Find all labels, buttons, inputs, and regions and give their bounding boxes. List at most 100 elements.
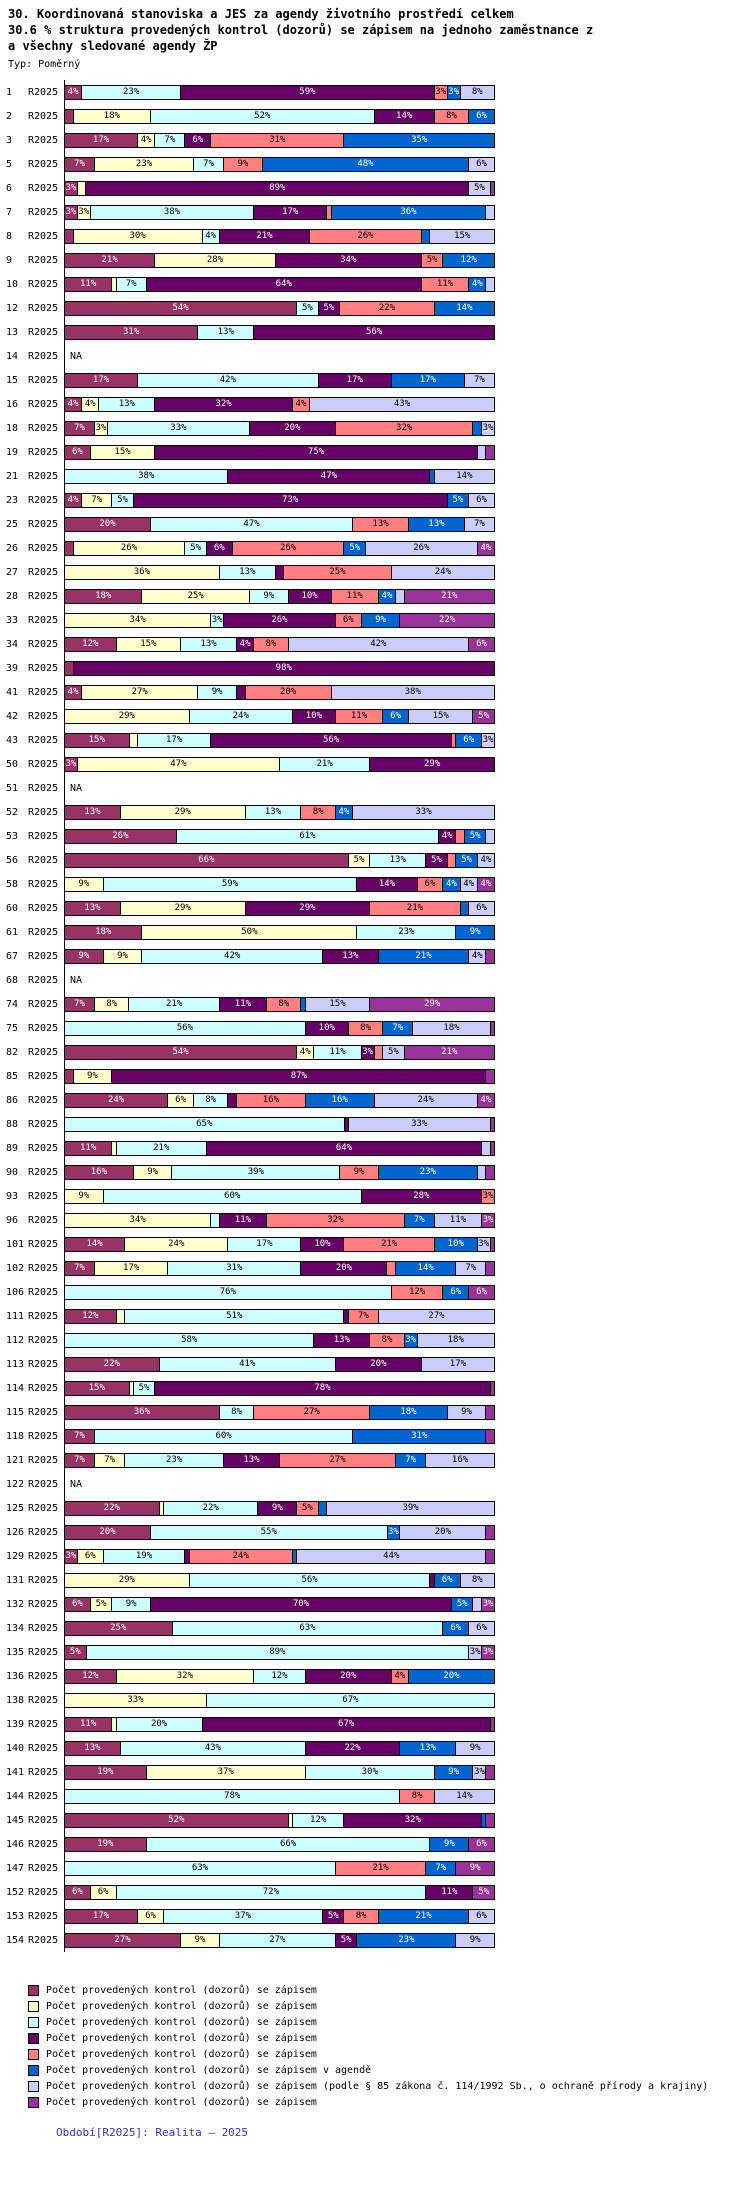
bar-segment: 32% — [335, 420, 474, 436]
stacked-bar: 29% 56% 6% 8% — [65, 1572, 495, 1588]
bar-segment: 3% — [482, 1212, 495, 1228]
stacked-bar: 20% 47% 13% 13% 7% — [65, 516, 495, 532]
bar-segment: 24% — [189, 1548, 293, 1564]
row-period-label: R2025 — [28, 1718, 59, 1730]
stacked-bar: 3% 6% 19% 24% 44% — [65, 1548, 495, 1564]
row-period-label: R2025 — [28, 1742, 59, 1754]
bar-segment: 38% — [331, 684, 495, 700]
bar-segment: 6% — [469, 156, 495, 172]
legend-swatch — [28, 2032, 39, 2044]
row-number-label: 89 — [6, 1142, 19, 1154]
bar-segment: 3% — [482, 732, 495, 748]
bar-segment: 21% — [344, 1236, 435, 1252]
bar-segment: 29% — [370, 996, 495, 1012]
bar-segment: 63% — [172, 1620, 444, 1636]
bar-segment: 13% — [245, 804, 302, 820]
bar-segment: 6% — [417, 876, 444, 892]
chart-row: 58 R2025 9% 59% 14% 6% 4% 4% 4% — [6, 872, 750, 896]
row-plot: 26% 61% 4% 5% — [64, 824, 495, 848]
row-plot: NA — [64, 344, 495, 368]
stacked-bar: 16% 9% 39% 9% 23% — [65, 1164, 495, 1180]
bar-segment — [292, 1548, 298, 1564]
bar-segment: 14% — [434, 468, 495, 484]
row-plot: 7% 8% 21% 11% 8% 15% 29% — [64, 992, 495, 1016]
row-number-label: 111 — [6, 1310, 25, 1322]
bar-segment: 4% — [138, 132, 156, 148]
bar-segment: 21% — [335, 1860, 427, 1876]
bar-segment: 17% — [95, 1260, 169, 1276]
bar-segment: 55% — [151, 1524, 388, 1540]
chart-row: 134 R2025 25% 63% 6% 6% — [6, 1616, 750, 1640]
bar-segment: 6% — [206, 540, 233, 556]
bar-segment: 19% — [65, 1836, 147, 1852]
bar-segment: 16% — [65, 1164, 134, 1180]
row-period-label: R2025 — [28, 1910, 59, 1922]
bar-segment: 5% — [112, 492, 134, 508]
row-plot: 7% 3% 33% 20% 32% 3% — [64, 416, 495, 440]
stacked-bar: 65% 33% — [65, 1116, 495, 1132]
bar-segment: 21% — [65, 252, 156, 268]
bar-segment: 9% — [456, 924, 495, 940]
legend-item: Počet provedených kontrol (dozorů) se zá… — [28, 1998, 750, 2014]
bar-segment: 9% — [181, 1932, 220, 1948]
bar-segment: 22% — [65, 1500, 160, 1516]
bar-segment: 6% — [469, 1908, 495, 1924]
bar-segment: 27% — [378, 1308, 495, 1324]
stacked-bar: 7% 23% 7% 9% 48% 6% — [65, 156, 495, 172]
bar-segment: 54% — [65, 1044, 298, 1060]
row-period-label: R2025 — [28, 1382, 59, 1394]
chart-row: 67 R2025 9% 9% 42% 13% 21% 4% — [6, 944, 750, 968]
stacked-bar: 54% 4% 11% 3% 5% 21% — [65, 1044, 495, 1060]
bar-segment: 3% — [447, 84, 461, 100]
row-plot: 7% 23% 7% 9% 48% 6% — [64, 152, 495, 176]
chart-row: 3 R2025 17% 4% 7% 6% 31% 35% — [6, 128, 750, 152]
row-plot: 22% 22% 9% 5% 39% — [64, 1496, 495, 1520]
chart-row: 28 R2025 18% 25% 9% 10% 11% 4% 21% — [6, 584, 750, 608]
row-number-label: 141 — [6, 1766, 25, 1778]
bar-segment: 21% — [404, 588, 495, 604]
chart-row: 8 R2025 30% 4% 21% 26% 15% — [6, 224, 750, 248]
chart-row: 12 R2025 54% 5% 5% 22% 14% — [6, 296, 750, 320]
chart-row: 61 R2025 18% 50% 23% 9% — [6, 920, 750, 944]
na-label: NA — [70, 1478, 83, 1490]
bar-segment: 7% — [82, 492, 113, 508]
bar-segment: 24% — [125, 1236, 229, 1252]
row-number-label: 68 — [6, 974, 19, 986]
bar-segment: 51% — [125, 1308, 345, 1324]
row-plot: 12% 51% 7% 27% — [64, 1304, 495, 1328]
bar-segment: 64% — [146, 276, 422, 292]
bar-segment: 31% — [353, 1428, 487, 1444]
bar-segment: 19% — [103, 1548, 186, 1564]
chart-row: 85 R2025 9% 87% — [6, 1064, 750, 1088]
row-plot: 26% 5% 6% 26% 5% 26% 4% — [64, 536, 495, 560]
bar-segment: 5% — [185, 540, 207, 556]
bar-segment: 4% — [82, 396, 100, 412]
row-number-label: 152 — [6, 1886, 25, 1898]
bar-segment: 75% — [155, 444, 478, 460]
bar-segment: 9% — [73, 1068, 113, 1084]
row-plot: 18% 25% 9% 10% 11% 4% 21% — [64, 584, 495, 608]
bar-segment: 42% — [138, 372, 319, 388]
row-number-label: 115 — [6, 1406, 25, 1418]
row-period-label: R2025 — [28, 1598, 59, 1610]
bar-segment: 27% — [279, 1452, 397, 1468]
bar-segment: 4% — [65, 396, 83, 412]
stacked-bar: 27% 9% 27% 5% 23% 9% — [65, 1932, 495, 1948]
row-number-label: 67 — [6, 950, 19, 962]
bar-segment — [65, 1068, 74, 1084]
bar-segment: 13% — [219, 564, 276, 580]
stacked-bar: 21% 28% 34% 5% 12% — [65, 252, 495, 268]
bar-segment — [396, 588, 405, 604]
bar-segment: 20% — [65, 1524, 151, 1540]
bar-segment: 7% — [65, 1260, 96, 1276]
row-plot: 11% 21% 64% — [64, 1136, 495, 1160]
stacked-bar: 30% 4% 21% 26% 15% — [65, 228, 495, 244]
bar-segment: 5% — [426, 852, 448, 868]
bar-segment: 7% — [116, 276, 147, 292]
row-period-label: R2025 — [28, 158, 59, 170]
stacked-bar: 14% 24% 17% 10% 21% 10% 3% — [65, 1236, 495, 1252]
chart-title-line-3: a všechny sledované agendy ŽP — [8, 39, 218, 53]
bar-segment: 21% — [378, 948, 470, 964]
bar-segment: 29% — [65, 1572, 190, 1588]
stacked-bar: 98% — [65, 660, 495, 676]
